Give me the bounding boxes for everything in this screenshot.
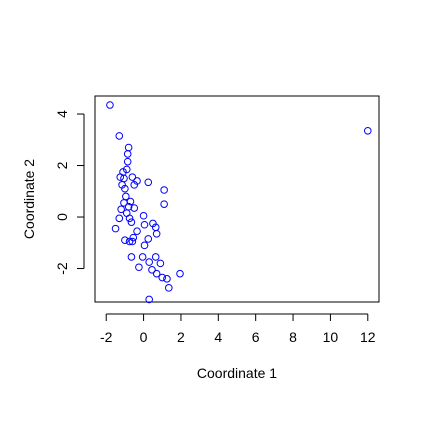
y-tick-label: 0 <box>54 213 70 221</box>
data-point <box>111 224 120 233</box>
data-point <box>127 253 136 261</box>
data-point <box>123 157 132 166</box>
data-point <box>128 173 137 181</box>
data-point <box>128 237 137 246</box>
data-point <box>130 204 139 212</box>
x-tick-label: 2 <box>177 329 185 345</box>
data-point <box>139 211 148 220</box>
data-point <box>125 237 134 246</box>
data-points <box>106 101 372 304</box>
y-tick-label: -2 <box>54 262 70 275</box>
plot-frame <box>94 95 380 303</box>
data-point <box>140 241 149 250</box>
y-axis: -2 0 2 4 <box>54 110 85 275</box>
data-point <box>124 143 133 152</box>
y-tick-label: 2 <box>54 161 70 169</box>
data-point <box>121 184 129 193</box>
x-tick-label: 8 <box>289 329 297 345</box>
data-point <box>123 150 132 158</box>
data-point <box>138 253 147 261</box>
data-point <box>106 101 114 109</box>
data-point <box>163 275 171 283</box>
x-tick-label: 6 <box>252 329 260 345</box>
data-point <box>121 236 129 244</box>
data-point <box>144 235 153 243</box>
data-point <box>115 132 124 140</box>
x-axis: -2 0 2 4 6 8 10 12 <box>100 313 376 345</box>
y-axis-title: Coordinate 2 <box>21 159 37 239</box>
x-tick-label: 0 <box>140 329 148 345</box>
data-point <box>122 165 131 174</box>
data-point <box>156 259 165 268</box>
data-point <box>176 269 184 278</box>
data-point <box>160 200 168 208</box>
data-point <box>158 273 167 282</box>
data-point <box>363 126 372 135</box>
data-point <box>127 218 136 226</box>
data-point <box>148 266 156 274</box>
x-axis-title: Coordinate 1 <box>197 365 277 381</box>
y-tick-label: 4 <box>54 110 70 118</box>
data-point <box>152 269 161 278</box>
data-point <box>165 284 173 292</box>
data-point <box>152 229 161 238</box>
data-point <box>133 227 141 235</box>
data-point <box>144 178 153 187</box>
data-point <box>145 295 153 304</box>
data-point <box>125 214 134 223</box>
data-point <box>116 173 125 181</box>
data-point <box>115 214 124 223</box>
data-point <box>130 181 139 189</box>
data-point <box>120 174 128 183</box>
x-tick-label: 4 <box>214 329 222 345</box>
x-tick-label: 10 <box>323 329 339 345</box>
x-tick-label: 12 <box>360 329 376 345</box>
data-point <box>160 186 168 194</box>
x-tick-label: -2 <box>100 329 113 345</box>
data-point <box>135 263 143 272</box>
data-point <box>120 199 128 207</box>
data-point <box>151 253 160 261</box>
data-point <box>145 258 153 266</box>
data-point <box>140 220 149 229</box>
data-point <box>117 205 125 214</box>
